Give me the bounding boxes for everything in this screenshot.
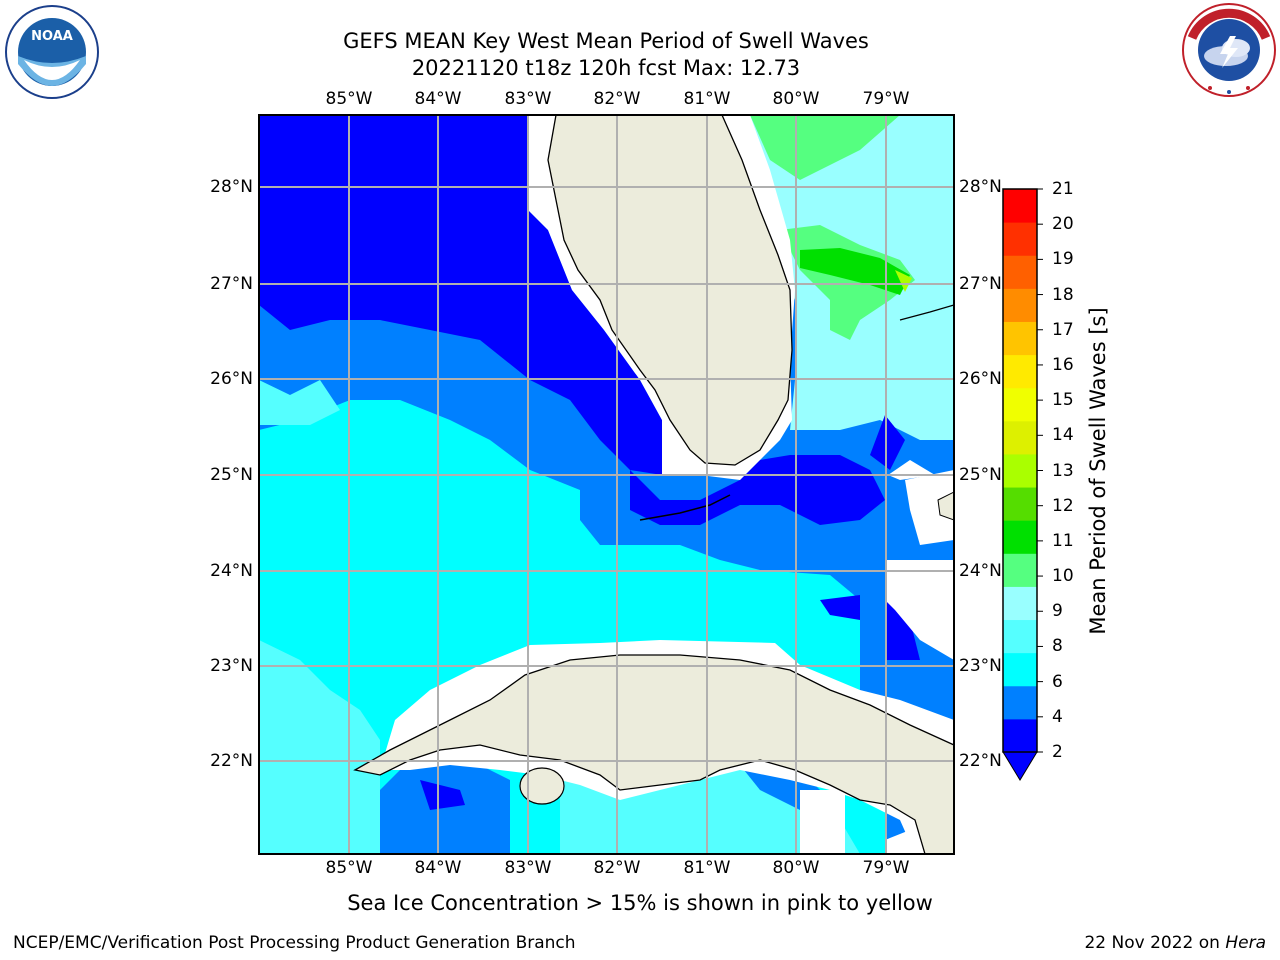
lon-tick-bottom: 83°W xyxy=(504,858,552,878)
map-title: GEFS MEAN Key West Mean Period of Swell … xyxy=(343,29,869,53)
noaa-logo: NOAA xyxy=(5,5,99,99)
colorbar-tick-label: 10 xyxy=(1052,566,1074,587)
colorbar-tick-label: 20 xyxy=(1052,214,1074,235)
colorbar-tick-label: 4 xyxy=(1052,706,1063,727)
lat-tick-left: 27°N xyxy=(210,274,253,294)
lat-tick-right: 26°N xyxy=(959,369,1002,389)
colorbar-tick-label: 9 xyxy=(1052,601,1063,622)
swell-field xyxy=(259,115,954,854)
cuba-land xyxy=(353,654,954,854)
isle-of-youth xyxy=(519,767,565,805)
lat-tick-right: 25°N xyxy=(959,465,1002,485)
colorbar-segment xyxy=(1003,453,1037,488)
colorbar-tick-label: 15 xyxy=(1052,390,1074,411)
colorbar-segment xyxy=(1003,553,1037,587)
map-subtitle: 20221120 t18z 120h fcst Max: 12.73 xyxy=(411,56,801,80)
lon-tick-bottom: 82°W xyxy=(593,858,641,878)
colorbar-tick-label: 11 xyxy=(1052,530,1074,551)
colorbar-segment xyxy=(1003,718,1037,753)
colorbar-segment xyxy=(1003,619,1037,654)
lat-tick-left: 22°N xyxy=(210,751,253,771)
florida-keys xyxy=(639,494,731,521)
field-2-4-zone xyxy=(259,115,954,854)
colorbar-tick-label: 17 xyxy=(1052,319,1074,340)
lon-tick-top: 82°W xyxy=(593,89,641,109)
footer-credit: NCEP/EMC/Verification Post Processing Pr… xyxy=(13,933,576,953)
colorbar xyxy=(1002,188,1043,781)
map-border xyxy=(258,114,955,855)
colorbar-tick-label: 16 xyxy=(1052,354,1074,375)
colorbar-segment xyxy=(1003,189,1037,223)
colorbar-segment xyxy=(1003,652,1037,687)
lon-tick-top: 83°W xyxy=(504,89,552,109)
field-4-6-zone xyxy=(259,400,885,854)
no-data-zone xyxy=(885,560,954,660)
lat-tick-right: 24°N xyxy=(959,561,1002,581)
colorbar-segment xyxy=(1003,288,1037,322)
lon-tick-top: 80°W xyxy=(772,89,820,109)
colorbar-segment xyxy=(1003,420,1037,455)
colorbar-extend-arrow xyxy=(1002,751,1038,781)
lat-tick-right: 27°N xyxy=(959,274,1002,294)
svg-text:NOAA: NOAA xyxy=(31,29,73,44)
lon-tick-top: 81°W xyxy=(683,89,731,109)
lon-tick-bottom: 80°W xyxy=(772,858,820,878)
nws-logo xyxy=(1182,3,1276,97)
colorbar-segment xyxy=(1003,387,1037,422)
lat-tick-left: 24°N xyxy=(210,561,253,581)
colorbar-tick-label: 6 xyxy=(1052,671,1063,692)
lat-tick-left: 28°N xyxy=(210,177,253,197)
colorbar-segment xyxy=(1003,487,1037,521)
lon-tick-top: 79°W xyxy=(862,89,910,109)
colorbar-tick-label: 18 xyxy=(1052,284,1074,305)
lon-tick-bottom: 84°W xyxy=(414,858,462,878)
lon-tick-bottom: 81°W xyxy=(683,858,731,878)
colorbar-tick-label: 12 xyxy=(1052,495,1074,516)
lon-tick-bottom: 79°W xyxy=(862,858,910,878)
lon-tick-bottom: 85°W xyxy=(325,858,373,878)
colorbar-segment xyxy=(1003,520,1037,554)
colorbar-tick-label: 14 xyxy=(1052,425,1074,446)
colorbar-segment xyxy=(1003,255,1037,289)
colorbar-segment xyxy=(1003,354,1037,389)
field-6-8-zone-west xyxy=(259,640,380,854)
colorbar-segment xyxy=(1003,685,1037,720)
colorbar-segment xyxy=(1003,222,1037,256)
sea-ice-note: Sea Ice Concentration > 15% is shown in … xyxy=(347,891,933,915)
florida-land xyxy=(547,115,793,466)
field-2-zone xyxy=(259,115,662,475)
colorbar-tick-label: 19 xyxy=(1052,249,1074,270)
lon-tick-top: 84°W xyxy=(414,89,462,109)
lat-tick-left: 23°N xyxy=(210,656,253,676)
lat-tick-left: 25°N xyxy=(210,465,253,485)
colorbar-segment xyxy=(1003,586,1037,621)
colorbar-tick-label: 21 xyxy=(1052,179,1074,199)
lat-tick-left: 26°N xyxy=(210,369,253,389)
field-8-9-zone xyxy=(750,115,954,440)
lat-tick-right: 22°N xyxy=(959,751,1002,771)
colorbar-tick-label: 8 xyxy=(1052,636,1063,657)
field-10-11-zone xyxy=(800,248,910,295)
colorbar-segment xyxy=(1003,321,1037,356)
graticule xyxy=(259,115,954,854)
colorbar-tick-label: 2 xyxy=(1052,742,1063,762)
lat-tick-right: 23°N xyxy=(959,656,1002,676)
lat-tick-right: 28°N xyxy=(959,177,1002,197)
colorbar-label: Mean Period of Swell Waves [s] xyxy=(1086,307,1110,635)
footer-date: 22 Nov 2022 on Hera xyxy=(1084,933,1266,953)
lon-tick-top: 85°W xyxy=(325,89,373,109)
footer-machine: Hera xyxy=(1225,933,1266,953)
footer-date-text: 22 Nov 2022 on xyxy=(1084,933,1220,953)
colorbar-tick-label: 13 xyxy=(1052,460,1074,481)
